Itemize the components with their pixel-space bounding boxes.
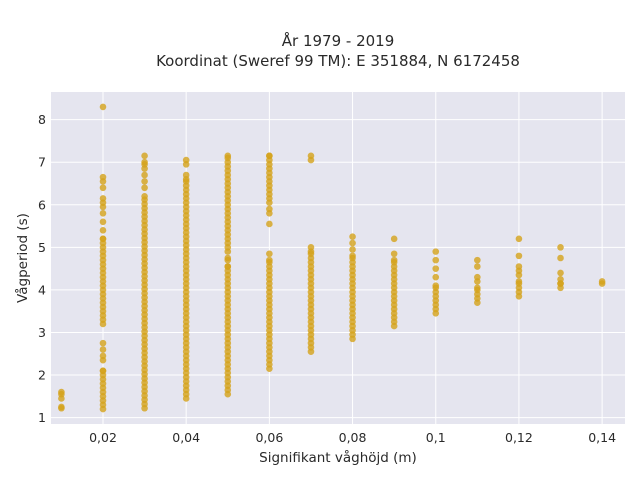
data-point [99, 210, 107, 217]
data-point [182, 171, 190, 179]
data-point [266, 250, 273, 258]
data-point [99, 103, 107, 111]
y-tick-label: 7 [38, 155, 46, 170]
x-axis-title: Signifikant våghöjd (m) [259, 449, 417, 466]
data-point [557, 275, 564, 283]
data-point [557, 244, 564, 251]
x-tick-label: 0,12 [505, 430, 533, 445]
data-point [349, 246, 356, 253]
data-point [266, 220, 273, 228]
data-point [432, 256, 440, 264]
x-axis-ticks: 0,02 0,04 0,06 0,08 0,1 0,12 0,14 [89, 430, 616, 445]
data-point [182, 156, 190, 164]
data-point [99, 218, 107, 226]
data-points [58, 103, 606, 413]
chart-title-line1: År 1979 - 2019 [282, 31, 395, 50]
data-point [474, 284, 481, 292]
data-point [432, 273, 440, 281]
data-point [99, 346, 107, 353]
x-tick-label: 0,08 [339, 430, 367, 445]
data-point [99, 173, 107, 181]
data-point [432, 282, 440, 289]
data-point [390, 256, 398, 264]
data-point [99, 352, 107, 360]
plot-area [51, 92, 625, 424]
data-point [224, 152, 232, 160]
data-point [141, 158, 148, 166]
data-point [349, 252, 356, 260]
data-point [141, 192, 148, 200]
data-point [266, 256, 273, 264]
y-tick-label: 3 [38, 325, 46, 340]
y-tick-label: 6 [38, 197, 46, 212]
data-point [141, 171, 148, 179]
chart-title-line2: Koordinat (Sweref 99 TM): E 351884, N 61… [156, 52, 520, 70]
data-point [224, 254, 232, 262]
y-tick-label: 5 [38, 240, 46, 255]
data-point [99, 339, 107, 347]
data-point [99, 195, 107, 202]
y-axis-title: Vågperiod (s) [14, 213, 31, 303]
data-point [99, 367, 107, 375]
data-point [474, 273, 481, 281]
data-point [390, 250, 398, 258]
data-point [266, 205, 273, 213]
data-point [266, 152, 273, 160]
data-point [432, 248, 440, 255]
y-tick-label: 4 [38, 282, 46, 297]
data-point [515, 235, 523, 243]
data-point [141, 184, 148, 192]
data-point [432, 265, 440, 272]
data-point [515, 278, 523, 285]
x-tick-label: 0,1 [426, 430, 446, 445]
data-point [99, 227, 107, 234]
x-tick-label: 0,14 [588, 430, 616, 445]
data-point [349, 233, 356, 241]
data-point [141, 152, 148, 160]
x-tick-label: 0,02 [89, 430, 117, 445]
data-point [557, 269, 564, 277]
data-point [515, 263, 523, 270]
data-point [58, 388, 65, 396]
data-point [99, 184, 107, 192]
data-point [99, 316, 107, 324]
data-point [307, 152, 315, 160]
data-point [390, 235, 398, 243]
y-tick-label: 1 [38, 410, 46, 425]
data-point [515, 252, 523, 260]
x-tick-label: 0,06 [255, 430, 283, 445]
data-point [474, 263, 481, 270]
data-point [557, 254, 564, 262]
data-point [307, 244, 315, 251]
y-tick-label: 2 [38, 368, 46, 383]
data-point [99, 235, 107, 243]
y-tick-label: 8 [38, 112, 46, 127]
y-axis-ticks: 1 2 3 4 5 6 7 8 [38, 112, 46, 425]
data-point [598, 278, 606, 285]
data-point [349, 239, 356, 247]
x-tick-label: 0,04 [172, 430, 200, 445]
data-point [58, 403, 65, 411]
data-point [224, 263, 232, 270]
data-point [141, 178, 148, 185]
data-point [474, 256, 481, 264]
